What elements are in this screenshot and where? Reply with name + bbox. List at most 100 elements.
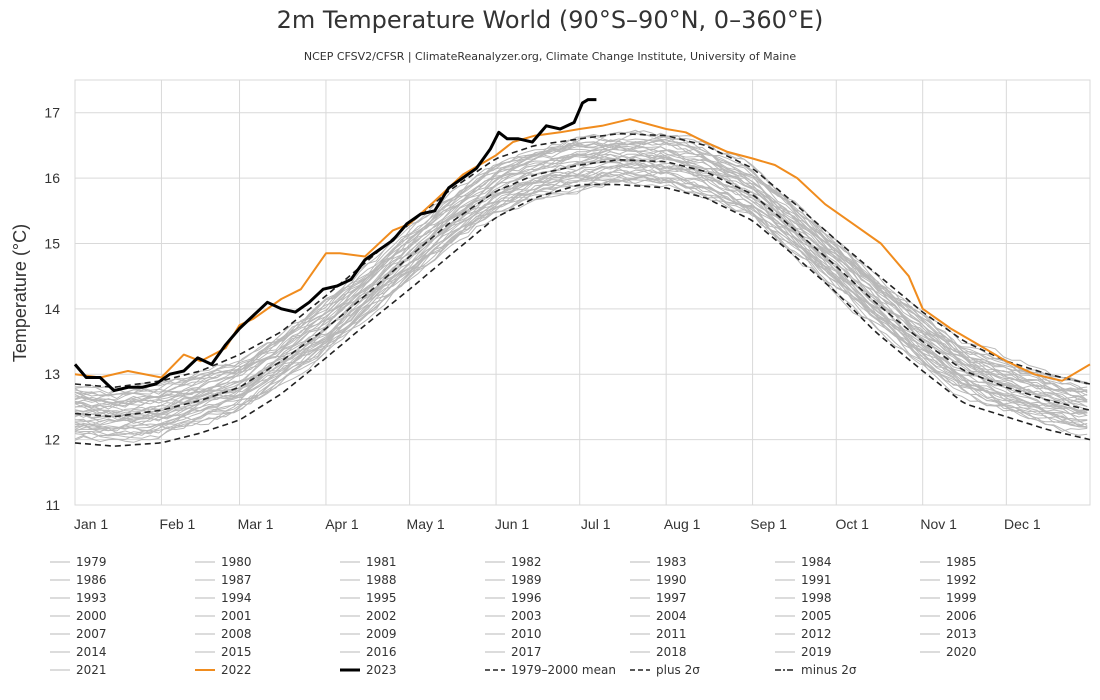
- legend-item[interactable]: 1997: [630, 589, 687, 607]
- legend-item[interactable]: 2013: [920, 625, 977, 643]
- legend-label: 2016: [366, 645, 397, 659]
- legend-label: 2019: [801, 645, 832, 659]
- legend-item[interactable]: 2000: [50, 607, 107, 625]
- legend-item[interactable]: 1979–2000 mean: [485, 661, 616, 679]
- legend-item[interactable]: minus 2σ: [775, 661, 857, 679]
- legend-label: 2004: [656, 609, 687, 623]
- year-line-1994: [74, 162, 1088, 426]
- legend-swatch-icon: [50, 633, 70, 635]
- legend-item[interactable]: 2007: [50, 625, 107, 643]
- legend-item[interactable]: 2003: [485, 607, 542, 625]
- y-tick-label: 13: [44, 366, 60, 382]
- year-line-1979: [74, 179, 1088, 443]
- legend-item[interactable]: 1992: [920, 571, 977, 589]
- legend-swatch-icon: [340, 668, 360, 672]
- legend-swatch-icon: [775, 579, 795, 581]
- legend-item[interactable]: 2006: [920, 607, 977, 625]
- legend-item[interactable]: 2010: [485, 625, 542, 643]
- x-tick-label: Jul 1: [581, 516, 611, 532]
- legend-swatch-icon: [340, 615, 360, 617]
- legend-swatch-icon: [50, 597, 70, 599]
- legend-item[interactable]: 2016: [340, 643, 397, 661]
- legend-swatch-icon: [195, 597, 215, 599]
- legend-label: 2018: [656, 645, 687, 659]
- legend-swatch-icon: [485, 633, 505, 635]
- legend-swatch-icon: [485, 579, 505, 581]
- legend-item[interactable]: 2015: [195, 643, 252, 661]
- year-line-1997: [74, 158, 1088, 421]
- legend-label: 1989: [511, 573, 542, 587]
- plus-2sigma-line: [74, 132, 1091, 389]
- legend-label: 1982: [511, 555, 542, 569]
- legend-item[interactable]: 1990: [630, 571, 687, 589]
- legend-item[interactable]: 2023: [340, 661, 397, 679]
- legend-item[interactable]: 2019: [775, 643, 832, 661]
- chart-title: 2m Temperature World (90°S–90°N, 0–360°E…: [276, 6, 824, 34]
- legend-item[interactable]: 1994: [195, 589, 252, 607]
- legend-item[interactable]: 1980: [195, 553, 252, 571]
- legend-item[interactable]: 1979: [50, 553, 107, 571]
- legend-item[interactable]: 1995: [340, 589, 397, 607]
- year-line-2017: [74, 135, 1088, 400]
- legend-swatch-icon: [195, 561, 215, 563]
- y-axis-label: Temperature (°C): [10, 224, 30, 362]
- legend-label: 1990: [656, 573, 687, 587]
- legend-item[interactable]: 1986: [50, 571, 107, 589]
- legend-item[interactable]: plus 2σ: [630, 661, 700, 679]
- legend-swatch-icon: [50, 561, 70, 563]
- legend-item[interactable]: 1996: [485, 589, 542, 607]
- legend-swatch-icon: [775, 651, 795, 653]
- legend-item[interactable]: 2012: [775, 625, 832, 643]
- legend-label: 2005: [801, 609, 832, 623]
- legend-label: 2000: [76, 609, 107, 623]
- legend-item[interactable]: 2017: [485, 643, 542, 661]
- x-tick-label: May 1: [407, 516, 445, 532]
- year-line-2006: [74, 146, 1088, 406]
- legend-label: 1981: [366, 555, 397, 569]
- legend-item[interactable]: 1993: [50, 589, 107, 607]
- legend-swatch-icon: [775, 561, 795, 563]
- legend-item[interactable]: 1983: [630, 553, 687, 571]
- legend-swatch-icon: [775, 669, 795, 671]
- legend-label: plus 2σ: [656, 663, 700, 677]
- legend-swatch-icon: [195, 579, 215, 581]
- legend-item[interactable]: 1988: [340, 571, 397, 589]
- axes: 11 12 13 14 15 16 17 Jan 1 Feb 1 Mar 1 Apr 1 May 1 J…: [44, 105, 1040, 532]
- legend-item[interactable]: 2018: [630, 643, 687, 661]
- legend-label: 2020: [946, 645, 977, 659]
- legend-item[interactable]: 2022: [195, 661, 252, 679]
- legend-label: 1991: [801, 573, 832, 587]
- legend-item[interactable]: 1999: [920, 589, 977, 607]
- legend-label: 2021: [76, 663, 107, 677]
- legend-item[interactable]: 1987: [195, 571, 252, 589]
- legend-swatch-icon: [775, 615, 795, 617]
- highlight-year-lines: [73, 98, 1091, 393]
- legend-item[interactable]: 1984: [775, 553, 832, 571]
- legend-item[interactable]: 2011: [630, 625, 687, 643]
- legend-label: 2014: [76, 645, 107, 659]
- legend-item[interactable]: 2005: [775, 607, 832, 625]
- legend-swatch-icon: [485, 651, 505, 653]
- legend-item[interactable]: 1991: [775, 571, 832, 589]
- legend-item[interactable]: 2020: [920, 643, 977, 661]
- legend-item[interactable]: 2008: [195, 625, 252, 643]
- legend-item[interactable]: 1981: [340, 553, 397, 571]
- legend-item[interactable]: 2009: [340, 625, 397, 643]
- legend-item[interactable]: 2001: [195, 607, 252, 625]
- legend-item[interactable]: 2021: [50, 661, 107, 679]
- legend-item[interactable]: 2014: [50, 643, 107, 661]
- legend-item[interactable]: 2004: [630, 607, 687, 625]
- legend-swatch-icon: [340, 633, 360, 635]
- y-tick-label: 16: [44, 170, 60, 186]
- legend-swatch-icon: [775, 597, 795, 599]
- legend-item[interactable]: 1998: [775, 589, 832, 607]
- legend-item[interactable]: 2002: [340, 607, 397, 625]
- legend-label: 2022: [221, 663, 252, 677]
- legend-label: 1988: [366, 573, 397, 587]
- legend-item[interactable]: 1985: [920, 553, 977, 571]
- legend-swatch-icon: [920, 633, 940, 635]
- year-line-2014: [74, 140, 1088, 401]
- legend-item[interactable]: 1982: [485, 553, 542, 571]
- legend-item[interactable]: 1989: [485, 571, 542, 589]
- legend-swatch-icon: [630, 561, 650, 563]
